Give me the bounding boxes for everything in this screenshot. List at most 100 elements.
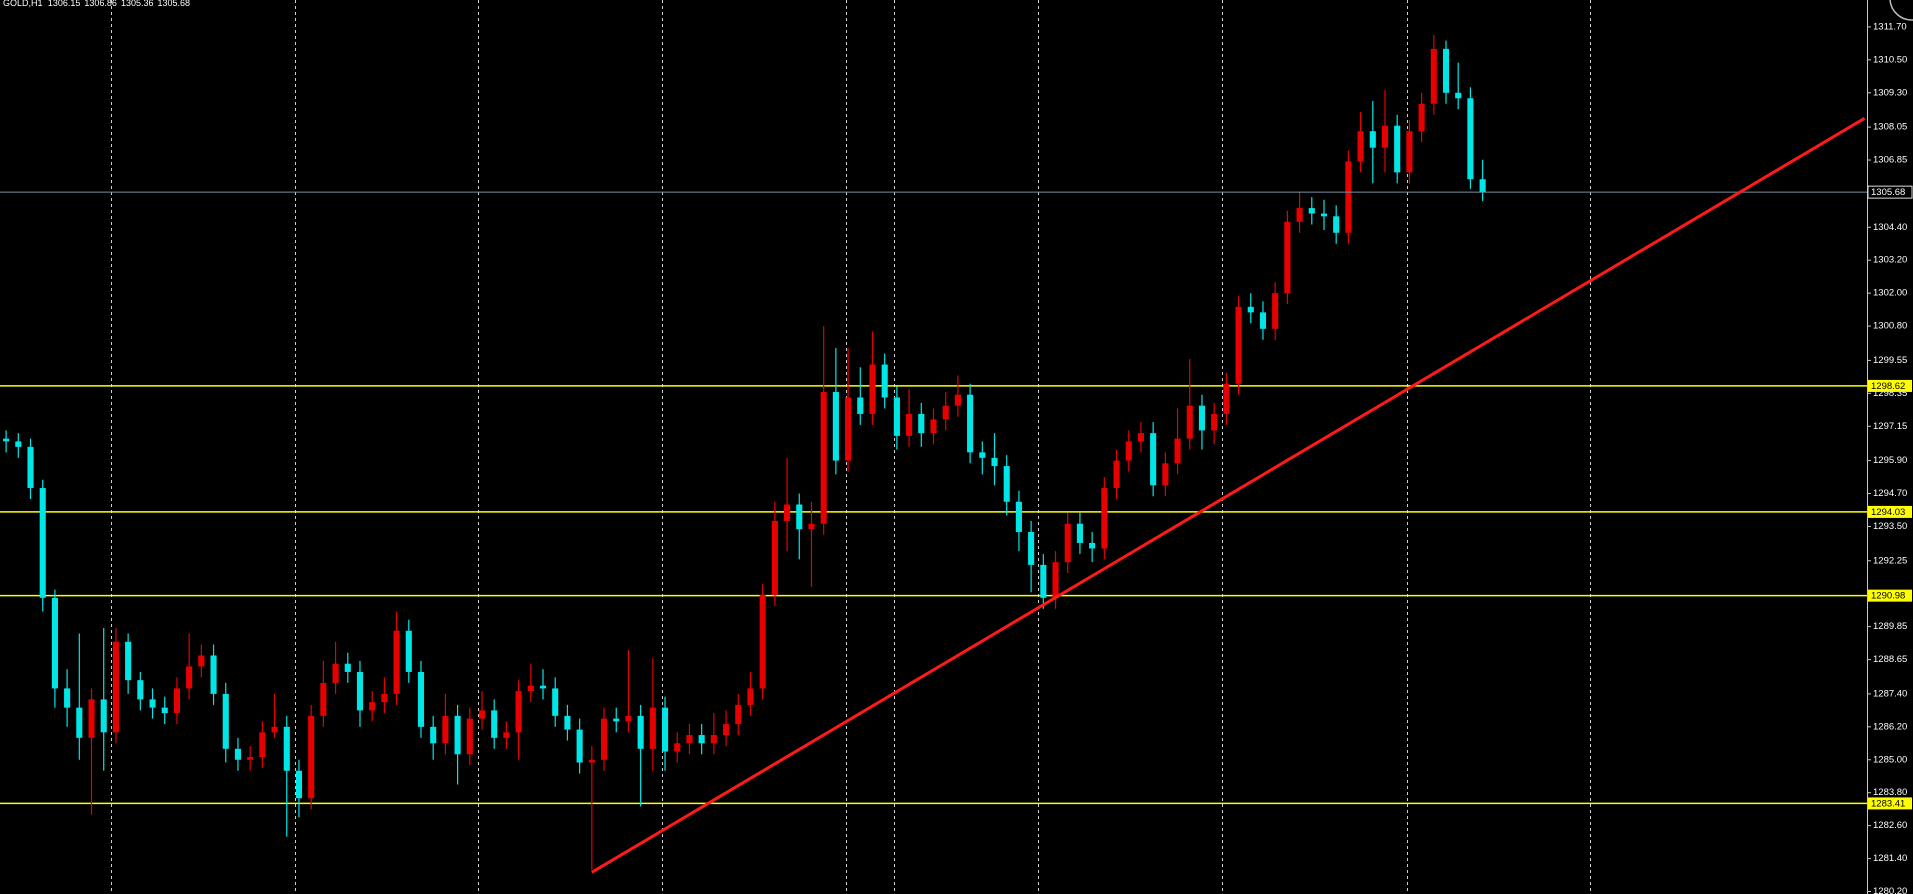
candle-body [686,735,693,744]
candle-body [698,735,705,744]
candle-body [39,488,46,598]
candle-body [796,504,803,530]
candle-body [967,394,974,453]
candle-body [820,391,827,524]
candle-body [857,397,864,414]
candle-body [417,671,425,727]
candle-body [942,405,949,420]
level-label-box [1868,797,1912,810]
y-tick-label: 1280.20 [1873,886,1907,894]
candle-body [27,446,34,489]
candle-body [1174,438,1181,464]
candle-body [100,699,107,733]
y-tick-label: 1310.50 [1873,54,1907,65]
candle-body [1333,216,1340,233]
y-tick-label: 1294.70 [1873,488,1907,499]
candle-body [1430,48,1437,104]
candle-body [283,726,290,771]
candle-body [3,438,10,442]
candle-body [295,770,303,799]
candle-body [771,520,778,596]
y-tick-label: 1308.05 [1873,122,1907,133]
candle-body [1296,208,1303,222]
candle-body [625,715,632,722]
candle-body [344,663,351,672]
candle-body [1101,488,1108,549]
candle-body [466,718,473,755]
candle-body [1272,293,1279,329]
candle-body [1028,531,1035,565]
candle-body [1211,413,1218,431]
y-tick-label: 1283.80 [1873,787,1907,798]
y-tick-label: 1292.25 [1873,555,1907,566]
current-price-label: 1305.68 [1871,187,1905,198]
y-tick-label: 1285.00 [1873,754,1907,765]
candle-body [1113,460,1120,489]
candle-body [1381,125,1389,148]
candle-body [430,726,437,744]
y-tick-label: 1299.55 [1873,355,1907,366]
candle-body [51,597,58,689]
level-label: 1294.03 [1871,507,1905,518]
candle-body [369,702,376,711]
y-tick-label: 1281.40 [1873,853,1907,864]
candle-body [930,419,937,434]
y-tick-label: 1282.60 [1873,820,1907,831]
ohlc-close: 1305.68 [157,0,190,8]
candle-body [149,699,156,708]
y-tick-label: 1304.40 [1873,222,1907,233]
candle-body [527,685,534,692]
candle-body [198,655,205,667]
candle-body [1089,542,1096,549]
candle-body [64,688,71,708]
candle-body [186,666,193,689]
trend-line [591,117,1866,874]
candle-body [1369,131,1376,148]
candle-body [881,364,888,398]
level-label-box [1868,379,1912,392]
candle-body [112,641,119,733]
candle-body [1162,463,1169,486]
candle-body [161,707,168,714]
y-tick-label: 1298.35 [1873,388,1907,399]
candle-body [1479,179,1486,193]
candle-body [1015,501,1022,532]
y-tick-label: 1297.15 [1873,421,1907,432]
candle-body [661,707,669,752]
candle-body [539,685,547,689]
candle-body [125,641,132,681]
candle-body [1235,306,1242,384]
level-label: 1298.62 [1871,381,1905,392]
candle-body [600,718,608,760]
candle-body [649,707,656,749]
candle-body [1406,131,1413,173]
candle-body [454,715,461,755]
corner-icon [1889,0,1913,21]
candle-body [1284,221,1291,294]
candle-body [1394,125,1401,173]
candle-body [173,688,180,714]
candle-body [478,710,486,719]
candle-body [356,671,364,711]
level-label: 1290.98 [1871,591,1905,602]
candle-body [1223,383,1230,414]
y-tick-label: 1287.40 [1873,688,1907,699]
candle-body [1150,433,1157,486]
candle-body [88,699,95,738]
candle-body [1125,441,1132,461]
candle-body [674,743,681,752]
candle-body [710,735,717,744]
candle-body [918,413,925,434]
candle-body [845,397,852,461]
candle-body [137,680,144,700]
candle-body [1345,161,1352,233]
current-price-box [1867,185,1913,199]
candle-body [442,715,449,744]
candle-body [1186,405,1193,439]
candle-body [723,724,730,736]
candle-body [491,710,498,738]
candle-body [1442,48,1450,93]
candle-body [759,595,766,689]
ohlc-open: 1306.15 [48,0,81,8]
